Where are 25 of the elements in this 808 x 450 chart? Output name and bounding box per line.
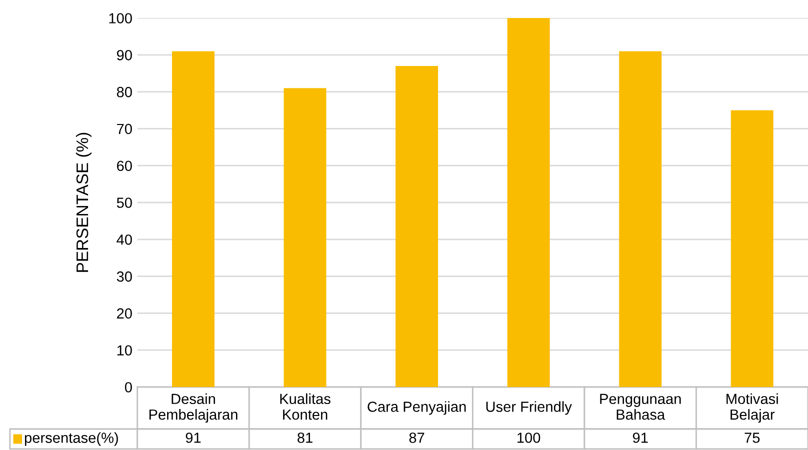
data-label: 87 [409, 432, 424, 443]
y-tick-label: 10 [117, 345, 132, 356]
x-tick-label: Cara Penyajian [368, 401, 466, 415]
x-tick-label: Motivasi Belajar [726, 393, 778, 423]
y-tick-label: 90 [116, 50, 132, 60]
data-label: 91 [632, 432, 648, 443]
y-axis-title: PERSENTASE (%) [76, 132, 92, 272]
y-tick-label: 40 [116, 234, 132, 245]
x-tick-label: Desain Pembelajaran [149, 393, 238, 423]
x-tick-label: User Friendly [486, 401, 572, 415]
data-label: 75 [744, 432, 760, 443]
data-label: 91 [186, 432, 201, 443]
y-tick-label: 60 [117, 160, 132, 172]
x-tick-label: Penggunaan Bahasa [600, 394, 681, 420]
y-tick-label: 100 [109, 13, 132, 24]
x-tick-label: Kualitas Konten [280, 393, 330, 420]
y-tick-label: 80 [116, 86, 132, 98]
y-tick-label: 70 [117, 124, 132, 134]
legend-label: persentase(%) [24, 432, 118, 446]
y-tick-label: 50 [116, 198, 132, 208]
y-tick-label: 30 [116, 271, 132, 282]
y-tick-label: 0 [124, 382, 132, 392]
y-tick-label: 20 [117, 308, 132, 319]
data-label: 81 [298, 432, 312, 443]
data-label: 100 [518, 432, 540, 443]
